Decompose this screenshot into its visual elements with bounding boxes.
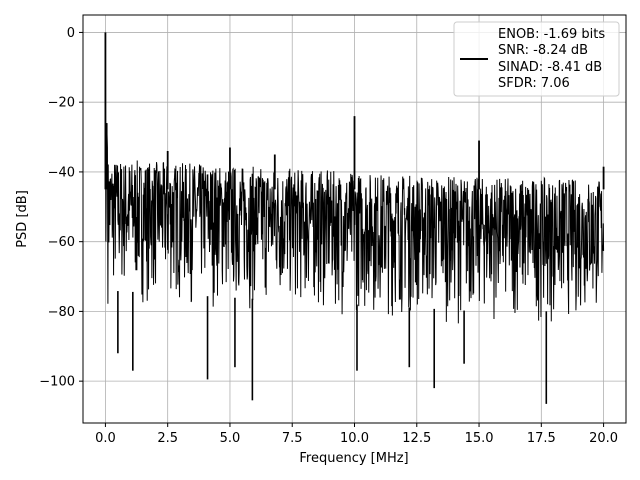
plot-area xyxy=(104,32,605,404)
x-tick-label: 10.0 xyxy=(340,431,369,446)
x-tick-label: 20.0 xyxy=(589,431,618,446)
legend-entry-snr: SNR: -8.24 dB xyxy=(498,43,588,58)
x-axis-label: Frequency [MHz] xyxy=(299,451,408,466)
legend-entry-sinad: SINAD: -8.41 dB xyxy=(498,60,602,75)
x-tick-label: 2.5 xyxy=(157,431,178,446)
x-tick-label: 15.0 xyxy=(465,431,494,446)
x-tick-label: 7.5 xyxy=(282,431,303,446)
x-axis: 0.0 2.5 5.0 7.5 10.0 12.5 15.0 17.5 20.0 xyxy=(95,423,618,446)
x-tick-label: 17.5 xyxy=(527,431,556,446)
x-tick-label: 5.0 xyxy=(220,431,241,446)
y-tick-label: 0 xyxy=(67,26,75,41)
y-axis: 0 −20 −40 −60 −80 −100 xyxy=(39,26,83,390)
legend-entry-sfdr: SFDR: 7.06 xyxy=(498,76,570,91)
legend-box xyxy=(453,21,620,97)
y-tick-label: −40 xyxy=(48,165,75,180)
legend-entry-enob: ENOB: -1.69 bits xyxy=(498,27,605,42)
legend: ENOB: -1.69 bits SNR: -8.24 dB SINAD: -8… xyxy=(453,21,620,97)
y-tick-label: −80 xyxy=(48,305,75,320)
x-tick-label: 12.5 xyxy=(402,431,431,446)
x-tick-label: 0.0 xyxy=(95,431,116,446)
y-tick-label: −100 xyxy=(39,375,75,390)
y-axis-label: PSD [dB] xyxy=(15,190,30,248)
psd-trace xyxy=(104,32,605,324)
y-tick-label: −20 xyxy=(48,96,75,111)
y-tick-label: −60 xyxy=(48,235,75,250)
